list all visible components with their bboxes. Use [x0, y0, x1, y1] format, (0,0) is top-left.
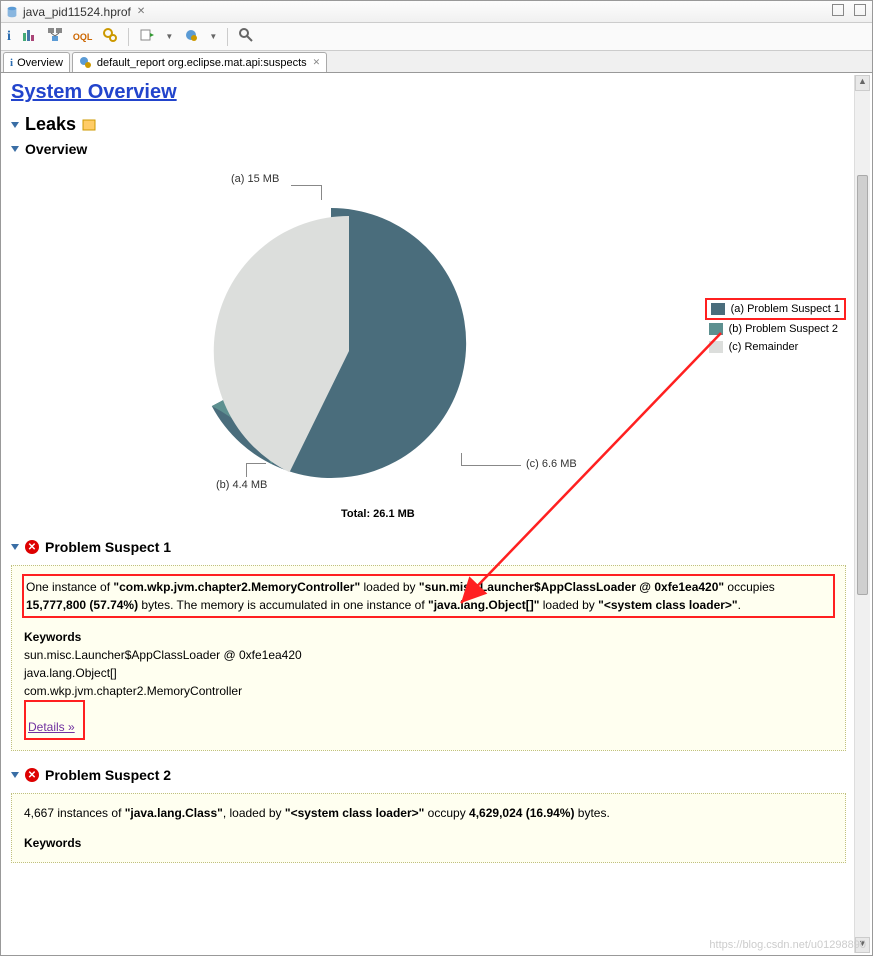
- overview-title: Overview: [25, 141, 87, 157]
- bytes-value: 15,777,800 (57.74%): [26, 598, 138, 612]
- pie-total: Total: 26.1 MB: [341, 508, 415, 520]
- collapse-icon: [11, 544, 19, 550]
- file-tab-title[interactable]: java_pid11524.hprof: [23, 5, 131, 19]
- legend-swatch: [711, 303, 725, 315]
- vertical-scrollbar[interactable]: ▲ ▼: [854, 75, 870, 953]
- legend-label: (c) Remainder: [729, 341, 799, 353]
- gears-icon[interactable]: [102, 27, 118, 46]
- class-name: "java.lang.Class": [125, 806, 223, 820]
- text: occupies: [724, 580, 775, 594]
- info-icon: i: [10, 57, 13, 69]
- keyword: com.wkp.jvm.chapter2.MemoryController: [24, 682, 833, 700]
- text: loaded by: [360, 580, 419, 594]
- legend-item-a[interactable]: (a) Problem Suspect 1: [705, 298, 846, 320]
- file-tab-bar: java_pid11524.hprof ✕: [1, 1, 872, 23]
- report-tabs: i Overview default_report org.eclipse.ma…: [1, 51, 872, 73]
- text: 4,667 instances of: [24, 806, 125, 820]
- details-link[interactable]: Details »: [28, 718, 75, 736]
- leaks-icon: [82, 118, 96, 132]
- system-overview-link[interactable]: System Overview: [11, 81, 846, 104]
- leaks-header[interactable]: Leaks: [11, 114, 846, 135]
- info-icon[interactable]: i: [7, 29, 11, 45]
- loader-name: "<system class loader>": [598, 598, 737, 612]
- text: occupy: [424, 806, 469, 820]
- watermark: https://blog.csdn.net/u01298890: [709, 939, 866, 951]
- toolbar-separator: [128, 28, 129, 46]
- collapse-icon: [11, 122, 19, 128]
- error-icon: ✕: [25, 768, 39, 782]
- suspect1-title: Problem Suspect 1: [45, 539, 171, 555]
- text: One instance of: [26, 580, 113, 594]
- report-icon: [79, 56, 93, 70]
- tab-close-icon[interactable]: ✕: [313, 57, 321, 68]
- leader-line: [321, 185, 322, 200]
- collapse-icon: [11, 146, 19, 152]
- pie-slice-c-overlay: [171, 183, 491, 503]
- leader-line: [461, 453, 462, 465]
- legend-swatch: [709, 341, 723, 353]
- suspect1-box: One instance of "com.wkp.jvm.chapter2.Me…: [11, 565, 846, 751]
- minimize-icon[interactable]: [832, 4, 844, 16]
- pie-legend: (a) Problem Suspect 1 (b) Problem Suspec…: [705, 298, 846, 356]
- leader-line: [246, 463, 247, 477]
- scroll-up-icon[interactable]: ▲: [855, 75, 870, 91]
- database-icon: [5, 5, 19, 19]
- overview-header[interactable]: Overview: [11, 141, 846, 157]
- query-icon[interactable]: [183, 27, 199, 46]
- error-icon: ✕: [25, 540, 39, 554]
- text: loaded by: [539, 598, 598, 612]
- tab-label: default_report org.eclipse.mat.api:suspe…: [97, 57, 307, 69]
- legend-swatch: [709, 323, 723, 335]
- class-name: "java.lang.Object[]": [428, 598, 539, 612]
- toolbar: i OQL ▼ ▼: [1, 23, 872, 51]
- keyword: sun.misc.Launcher$AppClassLoader @ 0xfe1…: [24, 646, 833, 664]
- pie-label-a: (a) 15 MB: [231, 173, 279, 185]
- pie-label-c: (c) 6.6 MB: [526, 458, 577, 470]
- collapse-icon: [11, 772, 19, 778]
- class-name: "com.wkp.jvm.chapter2.MemoryController": [113, 580, 360, 594]
- leader-line: [246, 463, 266, 464]
- maximize-icon[interactable]: [854, 4, 866, 16]
- toolbar-separator: [227, 28, 228, 46]
- loader-name: "sun.misc.Launcher$AppClassLoader @ 0xfe…: [419, 580, 724, 594]
- suspect1-header[interactable]: ✕ Problem Suspect 1: [11, 539, 846, 555]
- legend-item-c[interactable]: (c) Remainder: [705, 338, 846, 356]
- pie-chart: (a) 15 MB (b) 4.4 MB (c) 6.6 MB Total: 2…: [11, 163, 846, 533]
- keywords-header: Keywords: [24, 628, 833, 646]
- text: bytes. The memory is accumulated in one …: [138, 598, 428, 612]
- file-tab-close-icon[interactable]: ✕: [137, 6, 145, 17]
- tab-default-report[interactable]: default_report org.eclipse.mat.api:suspe…: [72, 52, 327, 72]
- keyword: java.lang.Object[]: [24, 664, 833, 682]
- run-icon[interactable]: [139, 27, 155, 46]
- legend-item-b[interactable]: (b) Problem Suspect 2: [705, 320, 846, 338]
- text: , loaded by: [223, 806, 285, 820]
- suspect2-box: 4,667 instances of "java.lang.Class", lo…: [11, 793, 846, 863]
- leaks-title: Leaks: [25, 114, 76, 135]
- keywords-header: Keywords: [24, 834, 833, 852]
- tab-overview[interactable]: i Overview: [3, 52, 70, 72]
- legend-label: (a) Problem Suspect 1: [731, 303, 840, 315]
- suspect2-description: 4,667 instances of "java.lang.Class", lo…: [24, 804, 833, 822]
- tree-icon[interactable]: [47, 27, 63, 46]
- legend-label: (b) Problem Suspect 2: [729, 323, 838, 335]
- scroll-thumb[interactable]: [857, 175, 868, 595]
- loader-name: "<system class loader>": [285, 806, 424, 820]
- leader-line: [291, 185, 321, 186]
- search-icon[interactable]: [238, 27, 254, 46]
- histogram-icon[interactable]: [21, 27, 37, 46]
- text: bytes.: [574, 806, 609, 820]
- text: .: [738, 598, 741, 612]
- bytes-value: 4,629,024 (16.94%): [469, 806, 574, 820]
- leader-line: [461, 465, 521, 466]
- tab-label: Overview: [17, 57, 63, 69]
- suspect2-title: Problem Suspect 2: [45, 767, 171, 783]
- suspect1-description: One instance of "com.wkp.jvm.chapter2.Me…: [22, 574, 835, 618]
- suspect2-header[interactable]: ✕ Problem Suspect 2: [11, 767, 846, 783]
- oql-icon[interactable]: OQL: [73, 32, 93, 42]
- report-content: System Overview Leaks Overview (a: [3, 75, 854, 953]
- pie-label-b: (b) 4.4 MB: [216, 479, 267, 491]
